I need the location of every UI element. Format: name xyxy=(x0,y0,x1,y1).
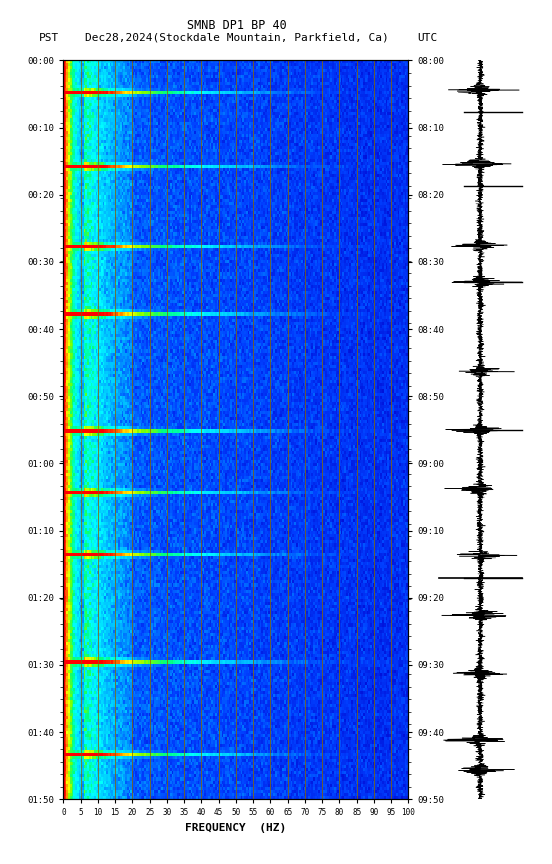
Text: SMNB DP1 BP 40: SMNB DP1 BP 40 xyxy=(188,19,287,32)
Text: UTC: UTC xyxy=(417,33,437,43)
Text: PST: PST xyxy=(39,33,59,43)
X-axis label: FREQUENCY  (HZ): FREQUENCY (HZ) xyxy=(185,823,286,833)
Text: Dec28,2024(Stockdale Mountain, Parkfield, Ca): Dec28,2024(Stockdale Mountain, Parkfield… xyxy=(86,33,389,43)
